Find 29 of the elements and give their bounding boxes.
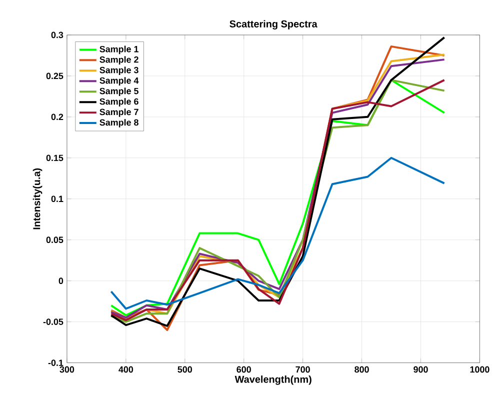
x-tick-label: 300 — [60, 366, 74, 373]
x-tick-label: 900 — [414, 366, 428, 373]
y-tick-label: 0.15 — [46, 154, 64, 162]
legend-label: Sample 8 — [100, 119, 138, 128]
legend-label: Sample 7 — [100, 108, 138, 118]
y-tick-label: 0.25 — [46, 72, 64, 80]
x-tick-label: 400 — [118, 366, 134, 373]
legend-label: Sample 1 — [100, 46, 138, 54]
y-tick-label: -0.05 — [43, 318, 64, 326]
y-tick-label: 0.1 — [51, 196, 64, 202]
y-axis-title: Intensity(u.a) — [32, 168, 42, 230]
legend-label: Sample 5 — [100, 88, 138, 96]
x-axis-title: Wavelength(nm) — [234, 376, 312, 385]
chart-title: Scattering Spectra — [230, 20, 318, 30]
legend-label: Sample 4 — [100, 77, 139, 86]
x-tick-label: 500 — [178, 366, 192, 373]
y-tick-label: -0.1 — [48, 360, 64, 366]
legend-label: Sample 2 — [100, 56, 138, 65]
x-tick-label: 600 — [236, 366, 251, 373]
x-tick-label: 800 — [354, 366, 369, 373]
line-series — [110, 157, 446, 310]
y-tick-label: 0.3 — [51, 32, 64, 38]
y-tick-label: 0.05 — [46, 236, 64, 244]
y-tick-label: 0.2 — [51, 114, 64, 120]
legend-label: Sample 6 — [100, 98, 138, 107]
legend-label: Sample 3 — [100, 66, 138, 76]
y-tick-label: 0 — [58, 278, 64, 284]
x-tick-label: 700 — [296, 366, 310, 373]
x-tick-label: 1000 — [470, 366, 490, 373]
